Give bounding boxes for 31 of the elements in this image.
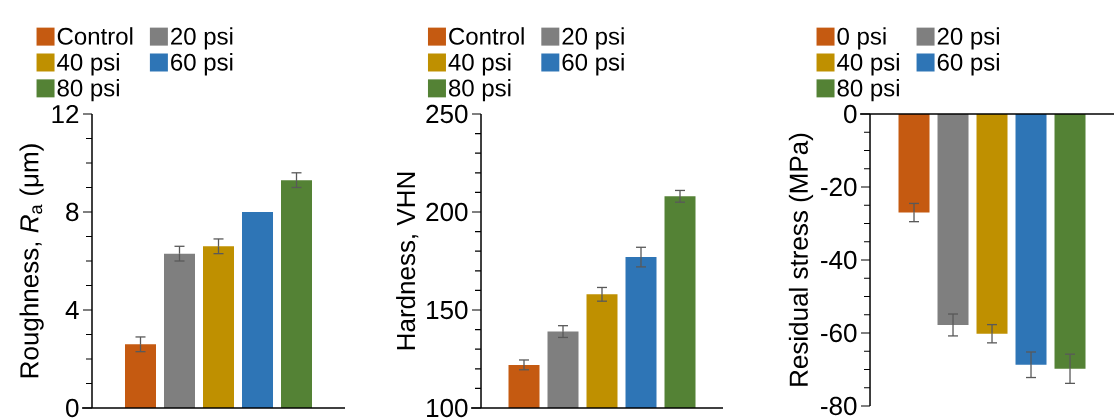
y-tick-label: 0 (844, 104, 857, 124)
legend-label: 20 psi (937, 27, 999, 50)
legend-label: 40 psi (448, 53, 511, 76)
legend-label: 80 psi (449, 78, 511, 102)
y-axis-title: Residual stress (MPa) (788, 133, 814, 386)
y-axis-title: Roughness, R$_{a}$ (μm) (19, 144, 44, 378)
legend-label: 80 psi (837, 78, 899, 102)
legend-label: Control (449, 27, 524, 45)
legend-label: 60 psi (937, 53, 999, 76)
legend-label: 80 psi (57, 78, 119, 102)
y-tick-label: -60 (821, 323, 857, 343)
y-tick-label: 0 (66, 398, 79, 418)
y-tick-label: 12 (52, 104, 79, 124)
legend-label: 20 psi (562, 27, 624, 50)
y-tick-label: -80 (821, 396, 857, 416)
y-tick-label: 200 (426, 202, 468, 222)
y-tick-label: -40 (821, 250, 857, 270)
y-tick-label: 150 (427, 300, 468, 320)
legend-label: 20 psi (171, 27, 233, 50)
y-tick-label: 4 (65, 301, 79, 319)
y-tick-label: 8 (66, 202, 79, 222)
legend-label: Control (57, 27, 133, 45)
legend-label: 60 psi (171, 53, 233, 76)
legend-label: 60 psi (562, 53, 624, 76)
y-axis-title: Hardness, VHN (396, 172, 419, 350)
y-tick-label: 250 (426, 104, 468, 124)
legend-label: 40 psi (837, 53, 899, 76)
y-tick-label: 100 (427, 398, 468, 418)
legend-label: 0 psi (837, 27, 886, 50)
legend-label: 40 psi (57, 53, 119, 76)
y-tick-label: -20 (821, 177, 857, 197)
